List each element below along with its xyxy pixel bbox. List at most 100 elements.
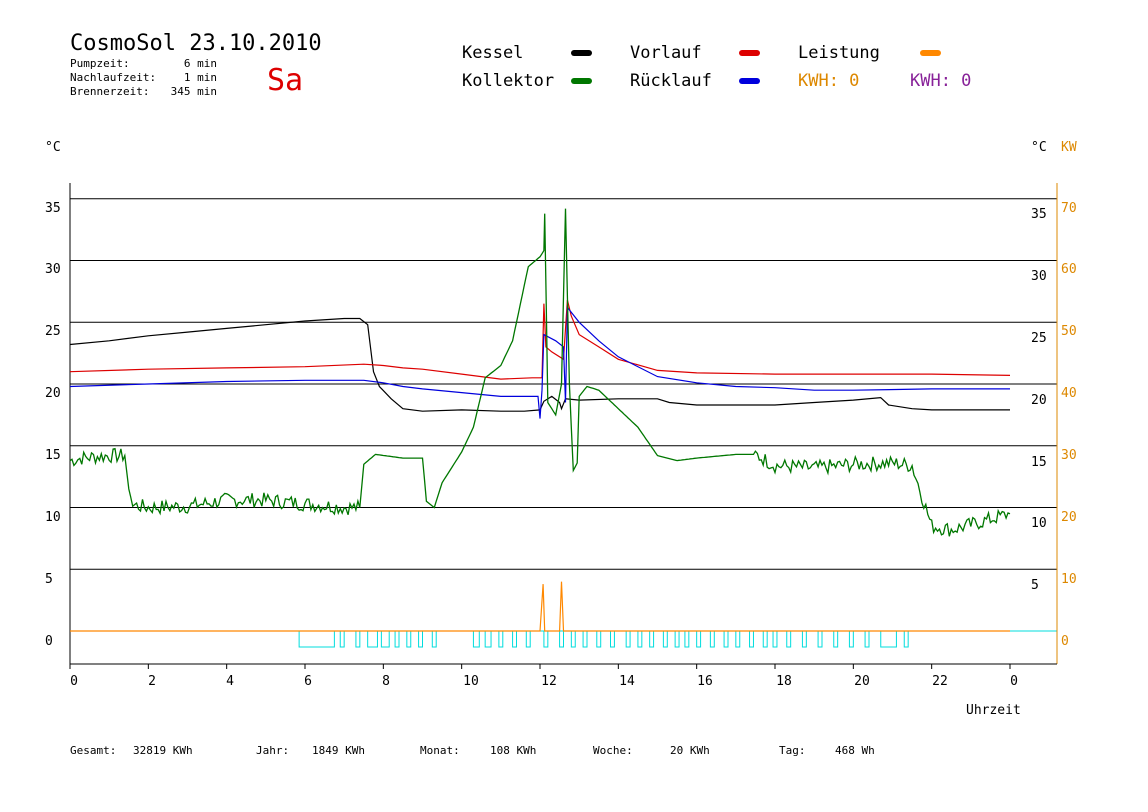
pump-interval-30	[749, 630, 754, 648]
y-tick-right-10: 10	[1031, 516, 1047, 531]
legend-label-vorlauf: Vorlauf	[630, 43, 702, 63]
pump-interval-16	[570, 630, 576, 648]
y-tick-right-30: 30	[1031, 269, 1047, 284]
x-tick-2: 2	[148, 674, 156, 689]
footer-monat-label: Monat:	[420, 744, 460, 757]
pump-interval-32	[772, 630, 778, 648]
pump-activity-layer	[298, 630, 909, 648]
pump-interval-31	[762, 630, 768, 648]
legend-swatch-vorlauf	[739, 50, 760, 56]
y2-tick-60: 60	[1061, 262, 1077, 277]
pump-interval-4	[380, 630, 390, 648]
pump-interval-7	[418, 630, 424, 648]
y-tick-left-0: 0	[45, 634, 53, 649]
x-tick-6: 6	[304, 674, 312, 689]
stat-label-nachlaufzeit: Nachlaufzeit:	[70, 71, 156, 84]
series-line-kollektor	[69, 208, 1011, 537]
right-axis-unit: °C	[1031, 140, 1047, 155]
y2-tick-10: 10	[1061, 572, 1077, 587]
pump-interval-14	[543, 630, 549, 648]
pump-interval-34	[801, 630, 807, 648]
y-tick-left-35: 35	[45, 201, 61, 216]
y2-tick-70: 70	[1061, 201, 1077, 216]
pump-interval-37	[848, 630, 854, 648]
pump-interval-27	[709, 630, 715, 648]
y2-tick-0: 0	[1061, 634, 1069, 649]
x-axis-label: Uhrzeit	[966, 703, 1021, 718]
pump-interval-0	[298, 630, 335, 648]
pump-interval-23	[662, 630, 668, 648]
x-tick-24: 0	[1010, 674, 1018, 689]
footer-jahr-value: 1849 KWh	[312, 744, 365, 757]
footer-jahr-label: Jahr:	[256, 744, 289, 757]
series-line-ruecklauf	[69, 305, 1010, 419]
pump-interval-35	[817, 630, 823, 648]
x-tick-22: 22	[932, 674, 948, 689]
y2-tick-50: 50	[1061, 324, 1077, 339]
pump-interval-33	[786, 630, 792, 648]
footer-monat-value: 108 KWh	[490, 744, 536, 757]
y2-tick-labels-right: 0 10 20 30 40 50 60 70	[1061, 201, 1077, 649]
legend-kwh-orange: KWH: 0	[798, 71, 859, 91]
y-tick-left-25: 25	[45, 324, 61, 339]
legend-label-kollektor: Kollektor	[462, 71, 554, 91]
y2-tick-30: 30	[1061, 448, 1077, 463]
pump-interval-22	[649, 630, 655, 648]
pump-interval-24	[674, 630, 680, 648]
footer-tag-value: 468 Wh	[835, 744, 875, 757]
y-tick-left-15: 15	[45, 448, 61, 463]
series-layer	[69, 208, 1011, 632]
series-line-vorlauf	[69, 299, 1011, 380]
y-tick-right-25: 25	[1031, 331, 1047, 346]
pump-interval-15	[559, 630, 564, 648]
legend-swatch-ruecklauf	[739, 78, 760, 84]
x-tick-labels: 0 2 4 6 8 10 12 14 16 18 20 22 0	[70, 674, 1018, 689]
day-label: Sa	[267, 63, 303, 98]
y-tick-labels-right: 5 10 15 20 25 30 35	[1031, 207, 1047, 593]
pump-interval-28	[723, 630, 729, 648]
stat-label-brennerzeit: Brennerzeit:	[70, 85, 149, 98]
legend: Kessel Vorlauf Leistung Kollektor Rückla…	[462, 43, 971, 91]
header-stats: Pumpzeit: 6 min Nachlaufzeit: 1 min Bren…	[70, 57, 217, 98]
pump-interval-25	[684, 630, 690, 648]
y2-tick-20: 20	[1061, 510, 1077, 525]
x-tick-20: 20	[854, 674, 870, 689]
stat-value-pumpzeit: 6 min	[184, 57, 217, 70]
pump-interval-13	[525, 630, 531, 648]
pump-interval-17	[582, 630, 588, 648]
legend-swatch-kollektor	[571, 78, 592, 84]
x-tick-12: 12	[541, 674, 557, 689]
series-line-kessel	[69, 317, 1010, 412]
chart-title: CosmoSol 23.10.2010	[70, 31, 322, 56]
stat-value-brennerzeit: 345 min	[171, 85, 217, 98]
pump-interval-26	[696, 630, 702, 648]
pump-interval-1	[339, 630, 345, 648]
legend-label-ruecklauf: Rücklauf	[630, 71, 712, 91]
pump-interval-19	[610, 630, 615, 648]
footer-tag-label: Tag:	[779, 744, 806, 757]
pump-interval-5	[394, 630, 400, 648]
pump-interval-12	[512, 630, 517, 648]
legend-label-leistung: Leistung	[798, 43, 880, 63]
y-tick-labels-left: 0 5 10 15 20 25 30 35	[45, 201, 61, 649]
footer-gesamt-value: 32819 KWh	[133, 744, 193, 757]
footer-totals: Gesamt: 32819 KWh Jahr: 1849 KWh Monat: …	[70, 744, 875, 757]
pump-interval-9	[472, 630, 480, 648]
x-tick-14: 14	[619, 674, 635, 689]
stat-label-pumpzeit: Pumpzeit:	[70, 57, 130, 70]
footer-gesamt-label: Gesamt:	[70, 744, 116, 757]
footer-woche-value: 20 KWh	[670, 744, 710, 757]
y-tick-right-35: 35	[1031, 207, 1047, 222]
pump-interval-2	[355, 630, 361, 648]
pump-interval-18	[596, 630, 602, 648]
legend-label-kessel: Kessel	[462, 43, 523, 63]
stat-value-nachlaufzeit: 1 min	[184, 71, 217, 84]
pump-interval-6	[406, 630, 412, 648]
pump-interval-39	[880, 630, 897, 648]
y-tick-left-20: 20	[45, 386, 61, 401]
x-tick-0: 0	[70, 674, 78, 689]
pump-interval-11	[498, 630, 504, 648]
legend-kwh-purple: KWH: 0	[910, 71, 971, 91]
x-tick-16: 16	[697, 674, 713, 689]
